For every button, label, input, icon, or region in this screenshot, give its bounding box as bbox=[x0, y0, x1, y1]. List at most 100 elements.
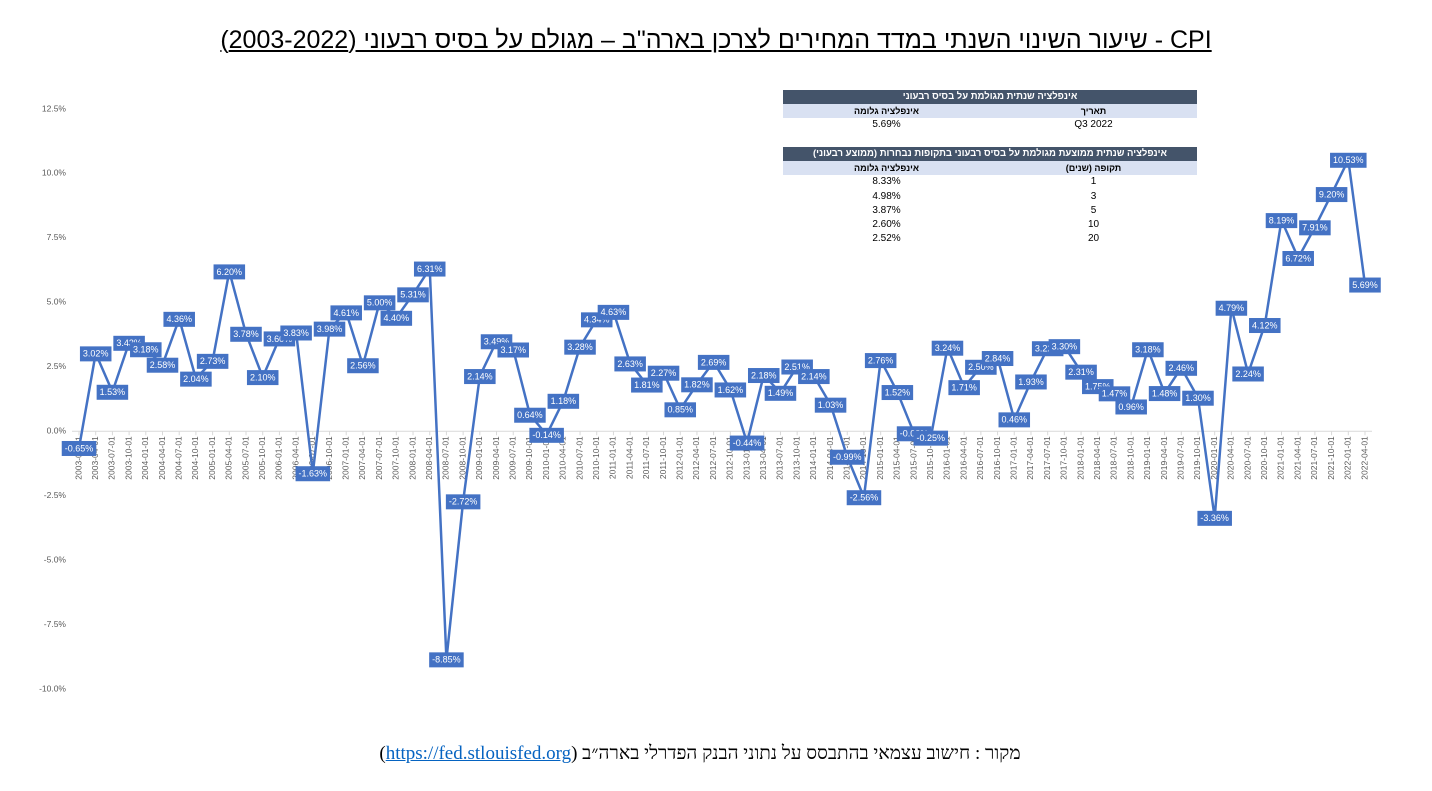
cell: 1 bbox=[1090, 176, 1097, 188]
x-tick-label: 2003-10-01 bbox=[123, 436, 133, 480]
data-label: 2.76% bbox=[864, 353, 897, 369]
data-label-box bbox=[1065, 364, 1097, 380]
data-label-box bbox=[146, 357, 179, 373]
data-label-text: 4.63% bbox=[601, 307, 627, 317]
table-header: אינפלציה גלומה תקופה (שנים) bbox=[783, 161, 1197, 176]
data-label-text: 4.79% bbox=[1219, 303, 1245, 313]
x-tick-label: 2013-10-01 bbox=[791, 436, 801, 480]
data-label-box bbox=[747, 368, 780, 384]
data-label-box bbox=[363, 295, 396, 311]
data-label-text: 1.30% bbox=[1185, 393, 1211, 403]
table: אינפלציה שנתית מגולמת על בסיס רבעוני אינ… bbox=[783, 90, 1197, 133]
data-label-box bbox=[429, 652, 464, 668]
table-title: אינפלציה שנתית ממוצעת מגולמת על בסיס רבע… bbox=[783, 147, 1197, 161]
data-label-text: 1.93% bbox=[1018, 377, 1044, 387]
x-tick-label: 2011-01-01 bbox=[608, 436, 618, 479]
x-tick-label: 2012-10-01 bbox=[725, 436, 735, 480]
y-tick-label: 10.0% bbox=[42, 168, 67, 178]
data-label-text: 0.85% bbox=[667, 405, 693, 415]
data-label: -0.65% bbox=[61, 440, 97, 456]
data-label-box bbox=[1015, 374, 1047, 390]
cell: 2.60% bbox=[872, 219, 901, 231]
source-link[interactable]: https://fed.stlouisfed.org bbox=[385, 743, 572, 764]
data-label: 1.93% bbox=[1015, 374, 1047, 390]
cell: 5 bbox=[1090, 204, 1097, 216]
data-label: 2.10% bbox=[246, 370, 279, 386]
data-label-text: 1.82% bbox=[684, 380, 710, 390]
x-tick-label: 2009-07-01 bbox=[507, 436, 517, 480]
x-tick-label: 2010-07-01 bbox=[574, 436, 584, 480]
x-tick-label: 2016-07-01 bbox=[975, 436, 985, 480]
data-label-box bbox=[1215, 300, 1248, 316]
x-tick-label: 2020-04-01 bbox=[1226, 436, 1236, 480]
data-label: 0.85% bbox=[664, 402, 697, 418]
data-label-text: -0.44% bbox=[733, 438, 762, 448]
data-label: 3.30% bbox=[1048, 339, 1081, 355]
x-tick-label: 2016-04-01 bbox=[958, 436, 968, 480]
x-tick-label: 2018-01-01 bbox=[1075, 436, 1085, 480]
x-tick-label: 2004-10-01 bbox=[190, 436, 200, 480]
data-label-box bbox=[1249, 318, 1281, 334]
data-label-text: 3.43% bbox=[116, 338, 142, 348]
data-label-box bbox=[96, 384, 129, 400]
data-label-box bbox=[1132, 342, 1164, 358]
x-tick-label: 2019-04-01 bbox=[1159, 436, 1169, 480]
data-label-text: 10.53% bbox=[1333, 155, 1364, 165]
data-label: 1.53% bbox=[96, 384, 129, 400]
table-row: 8.33% 1 bbox=[783, 175, 1197, 189]
x-tick-label: 2007-04-01 bbox=[357, 436, 367, 480]
data-label-text: 0.46% bbox=[1002, 415, 1028, 425]
data-label: -0.14% bbox=[529, 427, 564, 443]
data-label: 2.14% bbox=[798, 369, 830, 385]
data-label-box bbox=[529, 427, 564, 443]
data-label-text: 8.19% bbox=[1269, 215, 1295, 225]
data-label-box bbox=[280, 325, 312, 341]
x-tick-label: 2010-04-01 bbox=[558, 436, 568, 480]
data-label-box bbox=[1115, 399, 1147, 415]
data-label-box bbox=[547, 393, 580, 409]
data-label-text: 2.46% bbox=[1169, 363, 1195, 373]
x-tick-label: 2013-07-01 bbox=[775, 436, 785, 480]
x-tick-label: 2017-01-01 bbox=[1009, 436, 1019, 480]
data-label: 0.46% bbox=[998, 412, 1031, 428]
x-tick-label: 2014-01-01 bbox=[808, 436, 818, 480]
data-label: 5.31% bbox=[397, 287, 429, 303]
data-label-box bbox=[647, 365, 680, 381]
data-label-text: 2.69% bbox=[701, 357, 727, 367]
x-tick-label: 2021-10-01 bbox=[1326, 436, 1336, 480]
data-label: 2.84% bbox=[981, 351, 1014, 367]
data-label: 3.18% bbox=[130, 342, 162, 358]
data-label-text: 3.18% bbox=[1135, 345, 1161, 355]
data-label-text: 3.60% bbox=[267, 334, 293, 344]
x-tick-label: 2004-07-01 bbox=[173, 436, 183, 480]
data-label-box bbox=[881, 385, 914, 401]
data-label: 3.17% bbox=[497, 342, 529, 358]
data-label: 6.72% bbox=[1282, 250, 1314, 266]
y-tick-label: 5.0% bbox=[47, 297, 67, 307]
data-label: 1.49% bbox=[764, 385, 797, 401]
data-label: 2.18% bbox=[747, 368, 780, 384]
data-label-box bbox=[130, 342, 162, 358]
data-label-text: 1.75% bbox=[1085, 381, 1111, 391]
data-label-box bbox=[330, 305, 362, 321]
data-label: 1.52% bbox=[881, 385, 914, 401]
x-tick-label: 2017-10-01 bbox=[1059, 436, 1069, 480]
x-tick-label: 2003-04-01 bbox=[90, 436, 100, 480]
x-tick-label: 2004-04-01 bbox=[157, 436, 167, 480]
data-label-box bbox=[998, 412, 1031, 428]
cell: 20 bbox=[1087, 233, 1100, 245]
data-label-text: 3.78% bbox=[233, 329, 259, 339]
data-label-text: 2.24% bbox=[1235, 369, 1261, 379]
data-label: 8.19% bbox=[1265, 213, 1298, 229]
data-label-box bbox=[313, 321, 346, 337]
y-tick-label: -5.0% bbox=[44, 554, 67, 564]
x-tick-label: 2008-10-01 bbox=[457, 436, 467, 480]
x-tick-label: 2019-01-01 bbox=[1142, 436, 1152, 480]
data-label-box bbox=[397, 287, 429, 303]
data-label: 3.18% bbox=[1132, 342, 1164, 358]
x-tick-label: 2011-10-01 bbox=[658, 436, 668, 479]
data-label: 1.48% bbox=[1148, 386, 1181, 402]
x-tick-label: 2007-01-01 bbox=[340, 436, 350, 480]
x-tick-label: 2019-07-01 bbox=[1176, 436, 1186, 480]
